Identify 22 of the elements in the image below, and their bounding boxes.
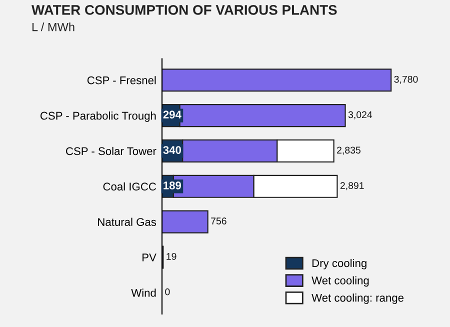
legend-label: Wet cooling: range bbox=[312, 294, 404, 304]
y-tick-label: CSP - Parabolic Trough bbox=[40, 112, 156, 122]
bar bbox=[162, 210, 208, 234]
y-tick-label: CSP - Solar Tower bbox=[66, 146, 156, 156]
legend-label: Dry cooling bbox=[312, 258, 366, 270]
text: L / MWh bbox=[32, 22, 74, 32]
chart-title: WATER CONSUMPTION OF VARIOUS PLANTS bbox=[32, 5, 337, 15]
legend-label: Wet cooling bbox=[312, 276, 369, 287]
data-label: 340 bbox=[163, 146, 181, 154]
y-tick-label: CSP - Fresnel bbox=[87, 76, 156, 84]
total-label: 756 bbox=[211, 218, 226, 224]
y-tick-label: Natural Gas bbox=[98, 218, 156, 226]
total-label: 19 bbox=[166, 252, 176, 260]
y-tick-label: Wind bbox=[131, 288, 156, 297]
total-label: 2,835 bbox=[337, 146, 360, 155]
y-tick-label: Coal IGCC bbox=[103, 182, 156, 191]
total-label: 3,780 bbox=[394, 76, 418, 84]
total-label: 0 bbox=[165, 288, 170, 296]
total-label: 3,024 bbox=[348, 111, 372, 120]
y-tick-label: PV bbox=[142, 254, 156, 262]
bar bbox=[162, 68, 392, 92]
total-label: 2,891 bbox=[340, 182, 364, 190]
